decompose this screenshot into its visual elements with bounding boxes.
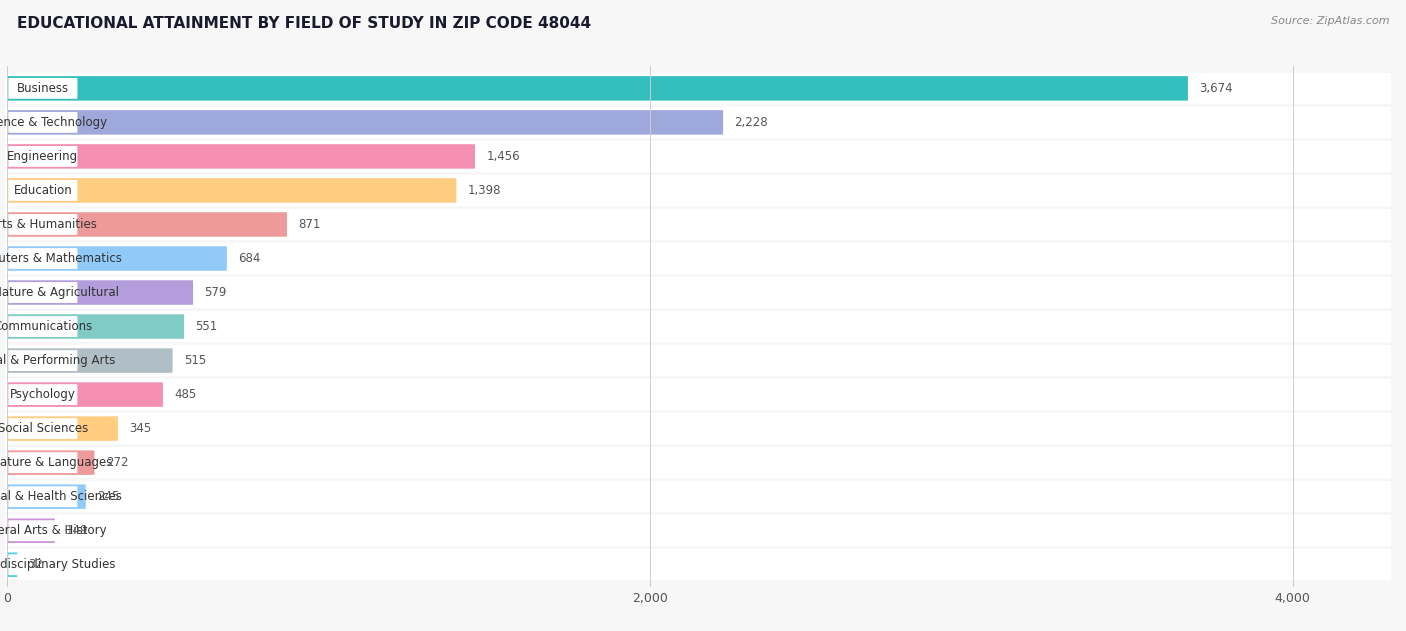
Text: 3,674: 3,674 [1199, 82, 1233, 95]
Text: Bio, Nature & Agricultural: Bio, Nature & Agricultural [0, 286, 120, 299]
FancyBboxPatch shape [7, 553, 17, 577]
Text: 579: 579 [204, 286, 226, 299]
Text: Education: Education [14, 184, 72, 197]
Text: Computers & Mathematics: Computers & Mathematics [0, 252, 122, 265]
FancyBboxPatch shape [7, 110, 723, 134]
Text: Psychology: Psychology [10, 388, 76, 401]
Text: Science & Technology: Science & Technology [0, 116, 107, 129]
FancyBboxPatch shape [8, 78, 77, 99]
FancyBboxPatch shape [6, 345, 1391, 376]
Text: 551: 551 [195, 320, 218, 333]
Text: Business: Business [17, 82, 69, 95]
FancyBboxPatch shape [7, 485, 86, 509]
Text: 515: 515 [184, 354, 207, 367]
Text: Social Sciences: Social Sciences [0, 422, 89, 435]
FancyBboxPatch shape [8, 282, 77, 303]
FancyBboxPatch shape [8, 112, 77, 133]
FancyBboxPatch shape [8, 214, 77, 235]
FancyBboxPatch shape [6, 413, 1391, 444]
FancyBboxPatch shape [6, 107, 1391, 138]
Text: 871: 871 [298, 218, 321, 231]
FancyBboxPatch shape [6, 379, 1391, 410]
Text: Visual & Performing Arts: Visual & Performing Arts [0, 354, 115, 367]
Text: 245: 245 [97, 490, 120, 503]
FancyBboxPatch shape [6, 243, 1391, 274]
Text: 1,398: 1,398 [468, 184, 501, 197]
FancyBboxPatch shape [7, 519, 55, 543]
FancyBboxPatch shape [6, 277, 1391, 308]
Text: 2,228: 2,228 [734, 116, 768, 129]
Text: 1,456: 1,456 [486, 150, 520, 163]
FancyBboxPatch shape [8, 521, 77, 541]
Text: 684: 684 [238, 252, 260, 265]
FancyBboxPatch shape [7, 76, 1188, 100]
FancyBboxPatch shape [7, 144, 475, 168]
FancyBboxPatch shape [6, 73, 1391, 104]
FancyBboxPatch shape [6, 175, 1391, 206]
FancyBboxPatch shape [8, 146, 77, 167]
Text: 32: 32 [28, 558, 44, 571]
FancyBboxPatch shape [7, 416, 118, 441]
FancyBboxPatch shape [7, 178, 457, 203]
Text: Arts & Humanities: Arts & Humanities [0, 218, 97, 231]
FancyBboxPatch shape [8, 350, 77, 371]
FancyBboxPatch shape [8, 487, 77, 507]
FancyBboxPatch shape [7, 246, 226, 271]
FancyBboxPatch shape [8, 384, 77, 405]
FancyBboxPatch shape [7, 314, 184, 339]
Text: 272: 272 [105, 456, 128, 469]
Text: Multidisciplinary Studies: Multidisciplinary Studies [0, 558, 115, 571]
FancyBboxPatch shape [8, 180, 77, 201]
Text: Engineering: Engineering [7, 150, 79, 163]
Text: 149: 149 [66, 524, 89, 537]
FancyBboxPatch shape [6, 447, 1391, 478]
FancyBboxPatch shape [6, 549, 1391, 581]
FancyBboxPatch shape [6, 481, 1391, 512]
FancyBboxPatch shape [7, 212, 287, 237]
FancyBboxPatch shape [7, 451, 94, 475]
FancyBboxPatch shape [6, 209, 1391, 240]
FancyBboxPatch shape [7, 280, 193, 305]
FancyBboxPatch shape [7, 382, 163, 407]
FancyBboxPatch shape [6, 515, 1391, 546]
FancyBboxPatch shape [6, 141, 1391, 172]
Text: Liberal Arts & History: Liberal Arts & History [0, 524, 107, 537]
Text: Communications: Communications [0, 320, 93, 333]
FancyBboxPatch shape [8, 554, 77, 575]
FancyBboxPatch shape [8, 418, 77, 439]
FancyBboxPatch shape [8, 452, 77, 473]
FancyBboxPatch shape [7, 348, 173, 373]
Text: Source: ZipAtlas.com: Source: ZipAtlas.com [1271, 16, 1389, 26]
FancyBboxPatch shape [8, 248, 77, 269]
FancyBboxPatch shape [6, 311, 1391, 342]
FancyBboxPatch shape [8, 316, 77, 337]
Text: Literature & Languages: Literature & Languages [0, 456, 112, 469]
Text: 345: 345 [129, 422, 152, 435]
Text: Physical & Health Sciences: Physical & Health Sciences [0, 490, 122, 503]
Text: EDUCATIONAL ATTAINMENT BY FIELD OF STUDY IN ZIP CODE 48044: EDUCATIONAL ATTAINMENT BY FIELD OF STUDY… [17, 16, 591, 31]
Text: 485: 485 [174, 388, 197, 401]
